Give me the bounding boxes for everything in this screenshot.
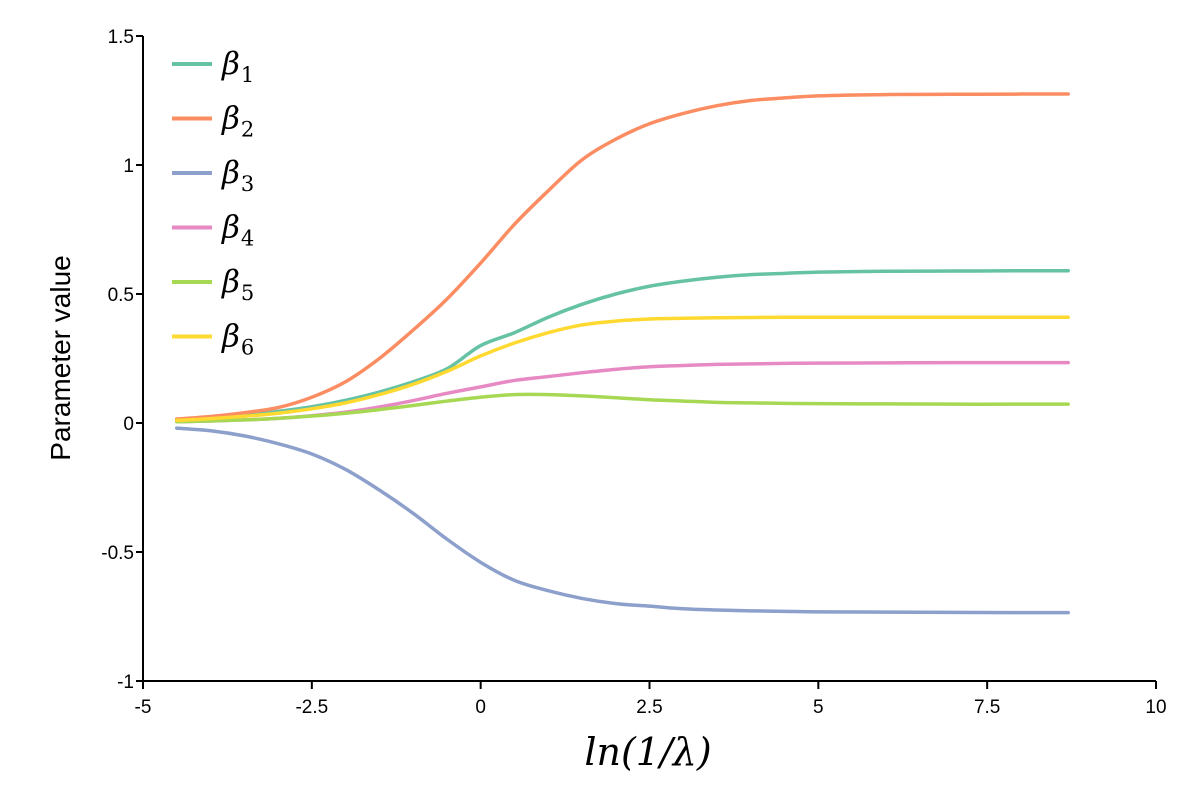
- series-line-beta-2: [175, 92, 1070, 421]
- legend-item-beta-1: β1: [172, 46, 254, 87]
- x-tick-label: 10: [1145, 697, 1166, 718]
- y-tick-label: -1: [117, 672, 134, 693]
- x-tick-label: 5: [813, 697, 824, 718]
- legend-item-beta-5: β5: [172, 264, 254, 305]
- y-tick-label: 0.5: [108, 285, 134, 306]
- x-tick-label: 2.5: [636, 697, 662, 718]
- legend-item-beta-3: β3: [172, 155, 254, 196]
- legend-label: β1: [221, 46, 254, 87]
- legend-label: β4: [221, 210, 254, 251]
- legend-item-beta-6: β6: [172, 319, 254, 360]
- legend-label: β3: [221, 155, 254, 196]
- legend: β1 β2 β3 β4 β5 β6: [172, 46, 254, 360]
- series-line-beta-6: [175, 315, 1070, 423]
- x-tick-label: -2.5: [295, 697, 328, 718]
- x-axis-label: ln(1/λ): [584, 730, 711, 774]
- legend-label: β5: [221, 264, 254, 305]
- x-tick-label: 7.5: [974, 697, 1000, 718]
- y-axis-label: Parameter value: [45, 255, 76, 460]
- legend-label: β6: [221, 319, 254, 360]
- x-tick-label: 0: [475, 697, 486, 718]
- y-tick-label: 1.5: [108, 27, 134, 48]
- series-line-beta-1: [175, 269, 1070, 421]
- y-tick-label: 0: [123, 414, 134, 435]
- legend-item-beta-2: β2: [172, 101, 254, 142]
- x-tick-label: -5: [135, 697, 152, 718]
- legend-label: β2: [221, 101, 254, 142]
- series-line-beta-5: [175, 392, 1070, 424]
- axes: -1 -0.5 0 0.5 1 1.5 -5 -2.5 0 2.5 5 7.5 10: [101, 27, 1166, 718]
- y-tick-label: -0.5: [101, 543, 134, 564]
- plot-lines: [175, 92, 1070, 615]
- legend-item-beta-4: β4: [172, 210, 254, 251]
- series-line-beta-3: [175, 426, 1070, 615]
- series-line-beta-4: [175, 360, 1070, 424]
- y-tick-label: 1: [123, 156, 134, 177]
